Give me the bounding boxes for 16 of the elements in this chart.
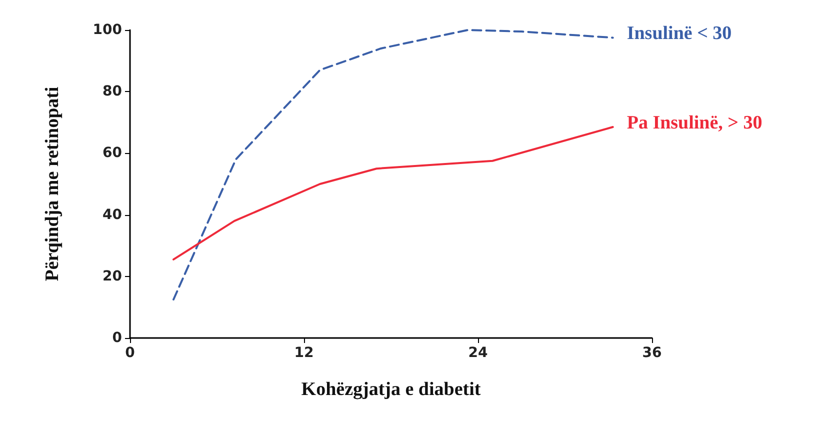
y-tick-label: 40	[102, 206, 122, 223]
line-series	[172, 29, 614, 300]
series-label: Insulinë < 30	[626, 23, 732, 44]
line-series	[172, 126, 614, 260]
x-tick-label: 36	[642, 345, 662, 361]
x-tick-label: 0	[125, 345, 136, 361]
y-axis-title: Përqindja me retinopati	[42, 86, 63, 282]
y-tick-label: 100	[92, 22, 122, 38]
x-axis-title: Kohëzgjatja e diabetit	[301, 379, 482, 400]
x-tick-label: 24	[468, 345, 488, 361]
y-tick-label: 80	[102, 84, 122, 100]
y-tick-label: 60	[102, 145, 122, 162]
y-tick-label: 20	[102, 268, 122, 284]
x-tick-label: 12	[294, 345, 314, 361]
series-label: Pa Insulinë, > 30	[626, 112, 762, 134]
y-tick-label: 0	[112, 330, 122, 346]
